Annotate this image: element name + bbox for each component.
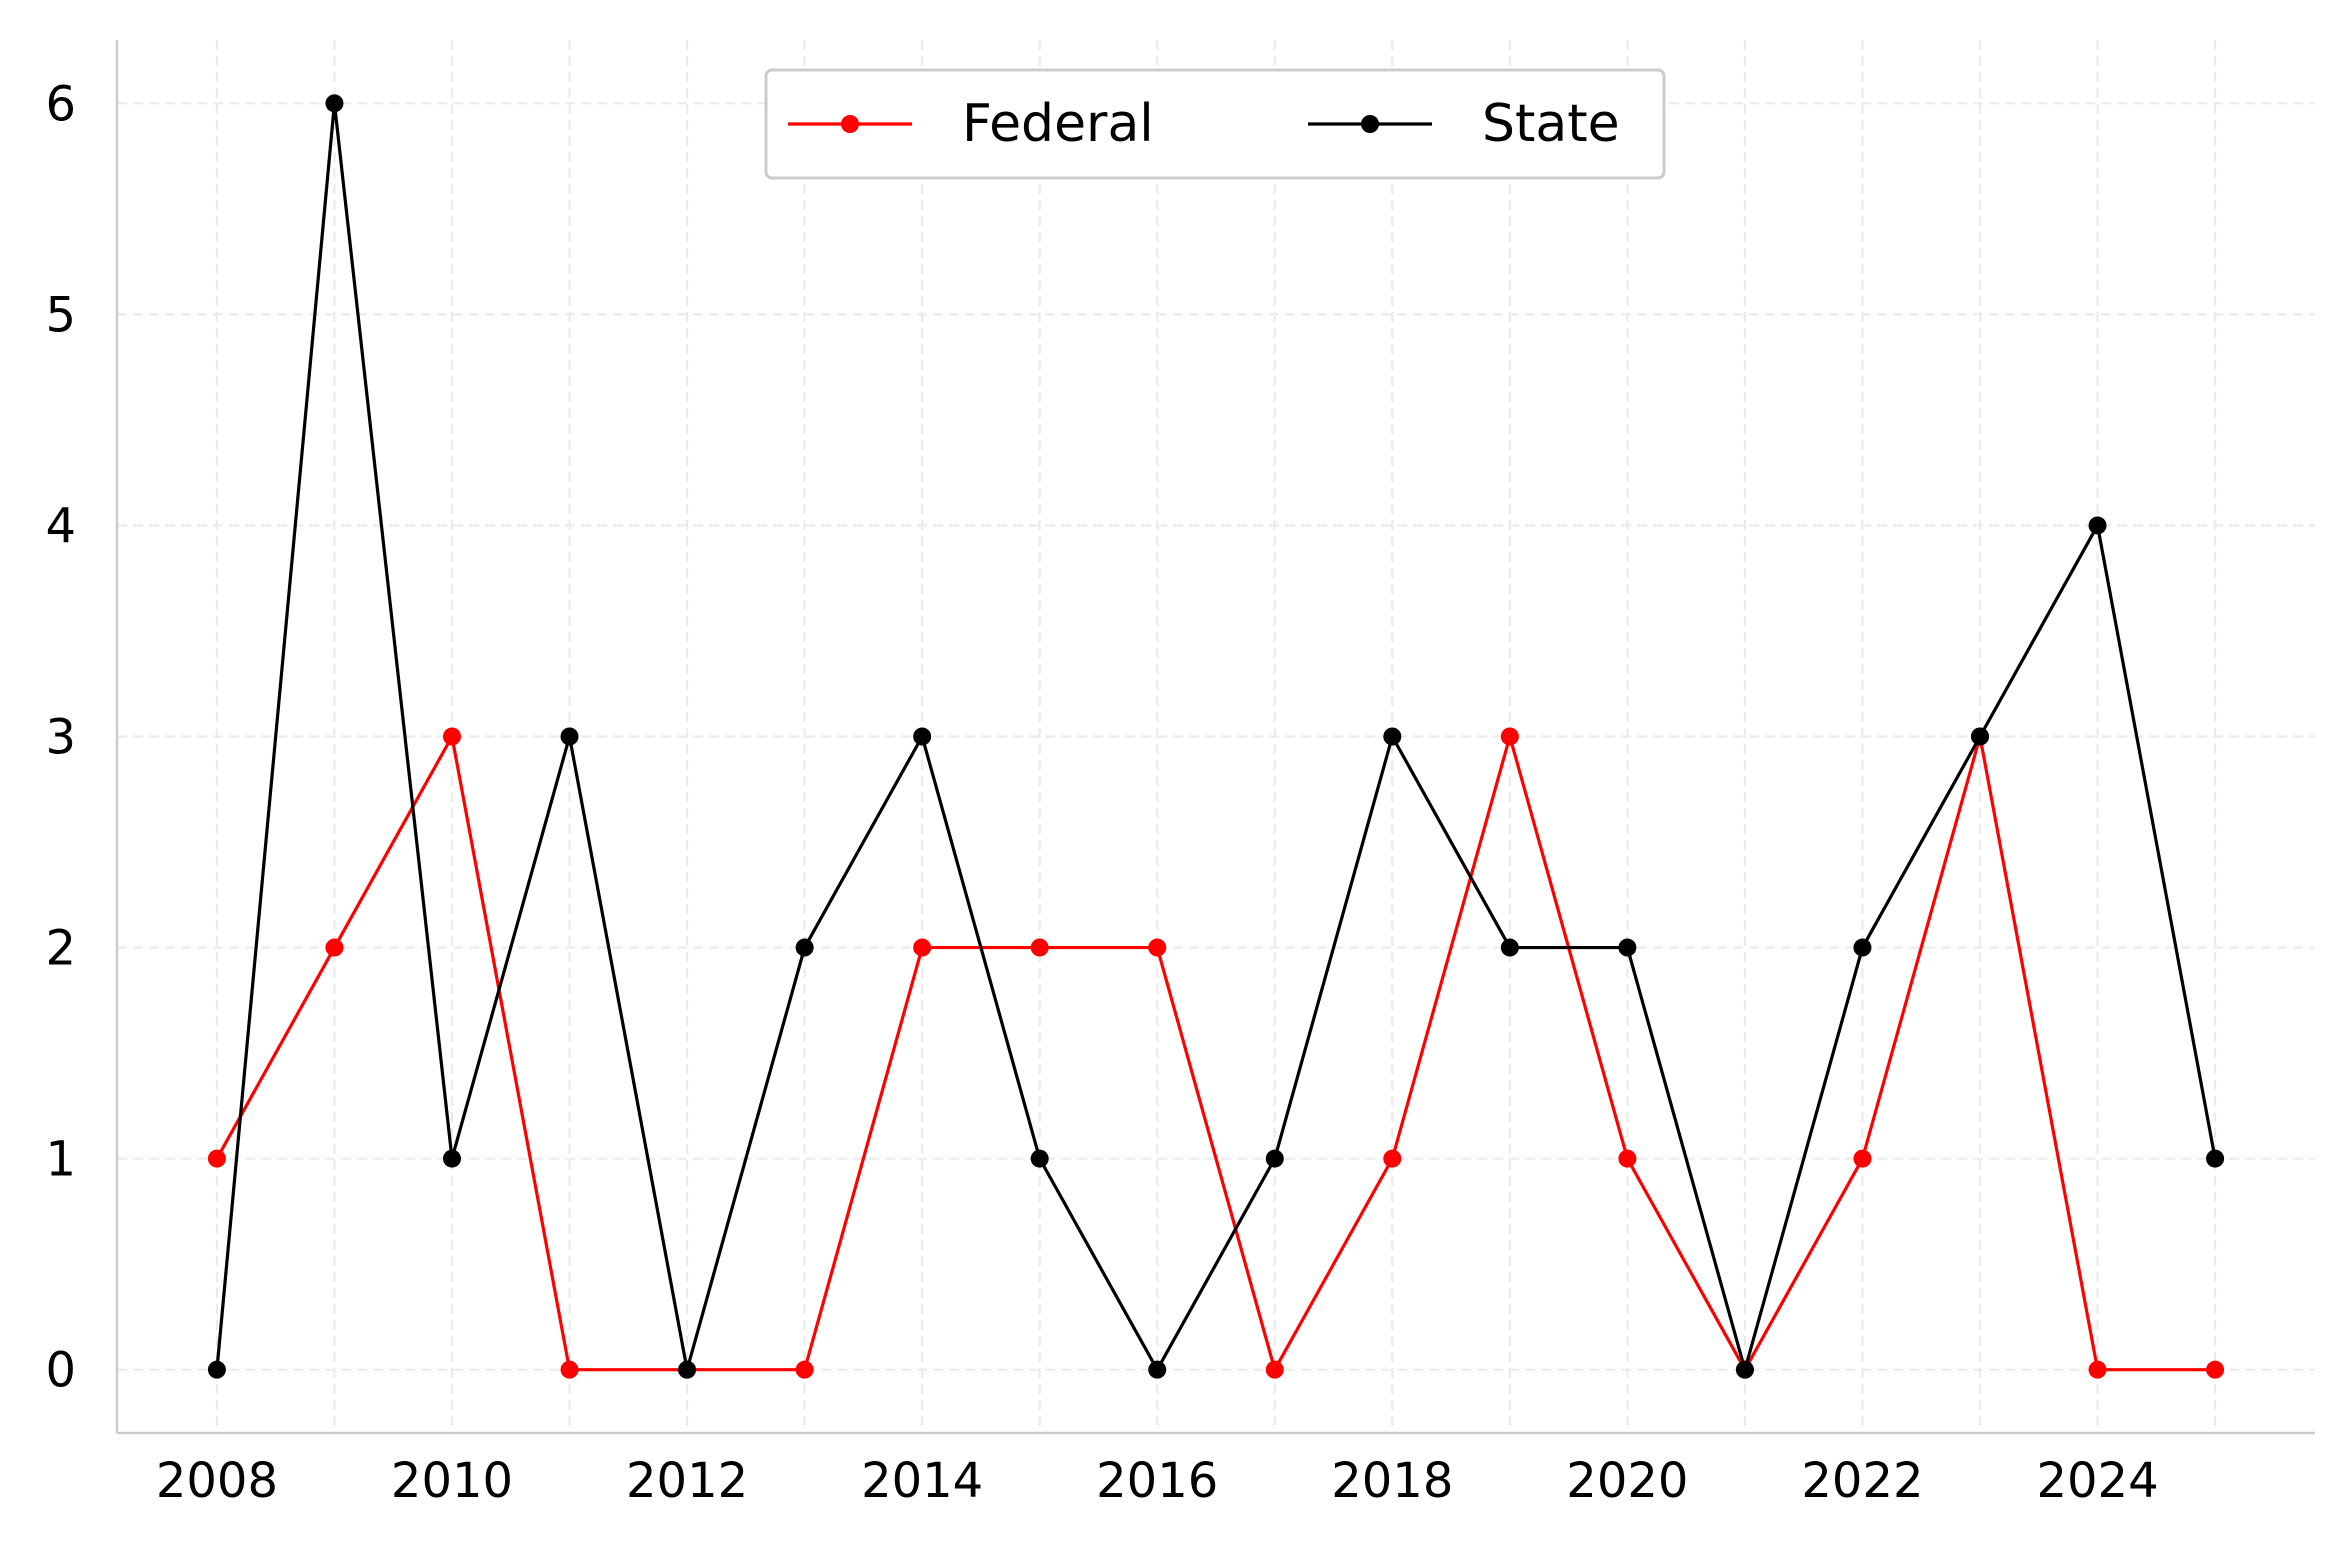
x-tick-label: 2016 (1096, 1453, 1218, 1509)
series-line-state (215, 101, 2217, 1372)
legend-label: State (1482, 94, 1620, 154)
x-tick-label: 2022 (1801, 1453, 1923, 1509)
legend-box (764, 68, 1666, 180)
grid (117, 40, 2315, 1433)
data-point-state (1971, 727, 1990, 746)
data-point-state (1383, 727, 1402, 746)
data-point-state (1148, 1360, 1167, 1379)
data-point-federal (1148, 938, 1167, 957)
data-point-state (913, 727, 932, 746)
data-point-federal (1383, 1149, 1402, 1168)
data-point-federal (560, 1360, 579, 1379)
x-tick-label: 2012 (626, 1453, 748, 1509)
data-point-federal (207, 1149, 226, 1168)
x-tick-label: 2010 (391, 1453, 513, 1509)
x-tick-label: 2018 (1331, 1453, 1453, 1509)
y-tick-label: 2 (45, 921, 76, 977)
legend-marker-swatch (1361, 115, 1379, 133)
x-tick-label: 2020 (1566, 1453, 1688, 1509)
data-point-federal (1853, 1149, 1872, 1168)
data-point-state (1500, 938, 1519, 957)
data-point-federal (1265, 1360, 1284, 1379)
data-point-state (795, 938, 814, 957)
axes (115, 40, 2315, 1435)
data-point-state (2206, 1149, 2225, 1168)
legend-marker-swatch (841, 115, 859, 133)
x-tick-label: 2014 (861, 1453, 983, 1509)
data-point-federal (913, 938, 932, 957)
series-federal (207, 727, 2225, 1379)
data-point-state (1030, 1149, 1049, 1168)
data-point-state (1853, 938, 1872, 957)
data-point-federal (2088, 1360, 2107, 1379)
data-point-federal (2206, 1360, 2225, 1379)
x-tick-label: 2008 (156, 1453, 278, 1509)
data-point-state (1265, 1149, 1284, 1168)
data-point-state (1735, 1360, 1754, 1379)
y-tick-label: 3 (45, 710, 76, 766)
data-point-federal (795, 1360, 814, 1379)
y-tick-label: 5 (45, 287, 76, 343)
tick-labels: 2008 2010 2012 2014 2016 2018 2020 2022 2024 0 1 2 3… (45, 76, 2158, 1509)
y-tick-label: 6 (45, 76, 76, 132)
series-state (207, 94, 2225, 1379)
legend-item-federal: Federal (788, 94, 1154, 154)
data-point-federal (1618, 1149, 1637, 1168)
legend: Federal State (764, 68, 1666, 180)
y-tick-label: 0 (45, 1343, 76, 1399)
legend-label: Federal (962, 94, 1154, 154)
data-point-state (325, 94, 344, 113)
series-group (207, 94, 2225, 1379)
data-point-state (560, 727, 579, 746)
data-point-state (678, 1360, 697, 1379)
data-point-federal (1030, 938, 1049, 957)
series-line-federal (215, 734, 2216, 1372)
data-point-state (442, 1149, 461, 1168)
data-point-state (1618, 938, 1637, 957)
data-point-state (207, 1360, 226, 1379)
y-tick-label: 4 (45, 498, 76, 554)
data-point-state (2088, 516, 2107, 535)
data-point-federal (442, 727, 461, 746)
y-tick-label: 1 (45, 1132, 76, 1188)
x-tick-label: 2024 (2036, 1453, 2158, 1509)
data-point-federal (325, 938, 344, 957)
data-point-federal (1500, 727, 1519, 746)
legend-item-state: State (1308, 94, 1620, 154)
